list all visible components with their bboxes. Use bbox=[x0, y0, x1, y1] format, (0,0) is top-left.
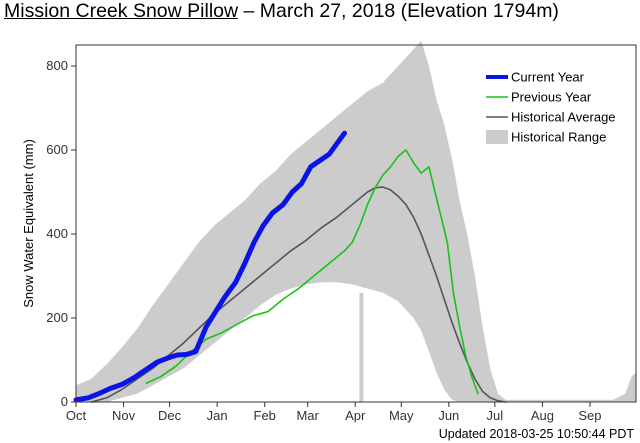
legend-label-previous: Previous Year bbox=[511, 90, 592, 105]
legend-label-average: Historical Average bbox=[511, 110, 616, 125]
x-axis-ticks: Oct Nov Dec Jan Feb Mar Apr May Jun Jul Aug Sep bbox=[66, 402, 602, 423]
y-tick-label: 400 bbox=[46, 226, 68, 241]
legend-label-range: Historical Range bbox=[511, 130, 606, 145]
title-separator: – bbox=[238, 0, 260, 22]
historical-average-line bbox=[90, 186, 507, 403]
legend: Current Year Previous Year Historical Aver… bbox=[486, 70, 616, 145]
plot-frame bbox=[75, 44, 637, 403]
x-tick-label: Jul bbox=[487, 408, 504, 423]
previous-year-path bbox=[145, 149, 479, 395]
y-tick-label: 0 bbox=[61, 394, 68, 409]
historical-average-path bbox=[90, 186, 507, 403]
current-year-path bbox=[73, 130, 347, 403]
legend-swatch-range bbox=[486, 130, 508, 144]
y-axis-ticks: 0 200 400 600 800 bbox=[46, 58, 76, 409]
x-tick-label: Jan bbox=[207, 408, 228, 423]
legend-label-current: Current Year bbox=[511, 70, 585, 85]
y-axis-title: Snow Water Equivalent (mm) bbox=[21, 139, 36, 308]
x-tick-label: May bbox=[389, 408, 414, 423]
y-tick-label: 200 bbox=[46, 310, 68, 325]
x-tick-label: Feb bbox=[254, 408, 276, 423]
y-tick-label: 600 bbox=[46, 142, 68, 157]
x-tick-label: Apr bbox=[345, 408, 366, 423]
x-tick-label: Mar bbox=[296, 408, 319, 423]
updated-timestamp: Updated 2018-03-25 10:50:44 PDT bbox=[438, 427, 634, 441]
x-tick-label: Aug bbox=[531, 408, 554, 423]
x-tick-label: Oct bbox=[66, 408, 87, 423]
station-name-link[interactable]: Mission Creek Snow Pillow bbox=[4, 0, 239, 22]
historical-range-spike bbox=[359, 292, 364, 402]
historical-range-spike-bar bbox=[359, 292, 364, 402]
x-tick-label: Jun bbox=[438, 408, 459, 423]
previous-year-line bbox=[145, 149, 479, 395]
y-tick-label: 800 bbox=[46, 58, 68, 73]
x-tick-label: Nov bbox=[112, 408, 136, 423]
current-year-line bbox=[73, 130, 347, 403]
title-date-elevation: March 27, 2018 (Elevation 1794m) bbox=[259, 0, 559, 22]
chart-title: Mission Creek Snow Pillow – March 27, 20… bbox=[4, 0, 559, 23]
x-tick-label: Dec bbox=[158, 408, 182, 423]
x-tick-label: Sep bbox=[578, 408, 601, 423]
axes bbox=[75, 44, 637, 403]
